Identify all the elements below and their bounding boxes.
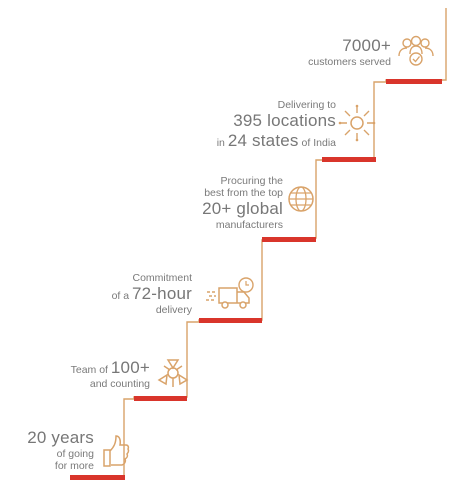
experience-line3: for more	[54, 459, 94, 472]
procurement-line2: best from the top	[204, 187, 283, 200]
step-delivery-text: Commitment of a 72-hour delivery	[85, 272, 192, 316]
sun-network-icon	[338, 104, 376, 142]
step-tread-4	[262, 237, 316, 242]
delivery-truck-icon	[206, 277, 254, 309]
stair-outline	[70, 8, 447, 479]
globe-icon	[288, 186, 314, 212]
thumbs-up-icon	[103, 435, 130, 467]
states-count: 24 states	[227, 130, 299, 150]
locations-suffix: of India	[301, 136, 336, 149]
step-tread-1	[70, 475, 125, 480]
team-suffix: and counting	[89, 377, 150, 390]
locations-line1: Delivering to	[277, 99, 336, 111]
step-tread-6	[386, 79, 442, 84]
procurement-line1: Procuring the	[220, 175, 283, 187]
step-procurement-text: Procuring the best from the top 20+ glob…	[175, 175, 283, 231]
step-tread-5	[322, 157, 376, 162]
step-tread-3	[199, 318, 262, 323]
delivery-line1: Commitment	[132, 272, 192, 284]
step-customers-text: 7000+ customers served	[296, 36, 391, 68]
customers-check-icon	[398, 35, 434, 66]
step-experience-text: 20 years of going for more	[12, 428, 94, 472]
customers-label: customers served	[308, 55, 391, 68]
delivery-line3: delivery	[155, 303, 192, 316]
procurement-line4: manufacturers	[215, 218, 283, 231]
locations-prefix: in	[216, 136, 225, 149]
team-prefix: Team of	[70, 364, 108, 376]
delivery-hours: 72-hour	[132, 284, 192, 304]
team-hands-icon	[157, 359, 189, 387]
experience-line2: of going	[56, 447, 94, 460]
experience-years: 20 years	[27, 428, 94, 447]
delivery-prefix: of a	[111, 290, 130, 303]
team-count: 100+	[110, 358, 150, 377]
locations-count: 395 locations	[233, 111, 336, 131]
step-team-text: Team of 100+ and counting	[50, 358, 150, 390]
procurement-count: 20+ global	[202, 199, 283, 219]
step-locations-text: Delivering to 395 locations in 24 states…	[196, 99, 336, 150]
step-tread-2	[134, 396, 187, 401]
customers-count: 7000+	[342, 36, 391, 55]
